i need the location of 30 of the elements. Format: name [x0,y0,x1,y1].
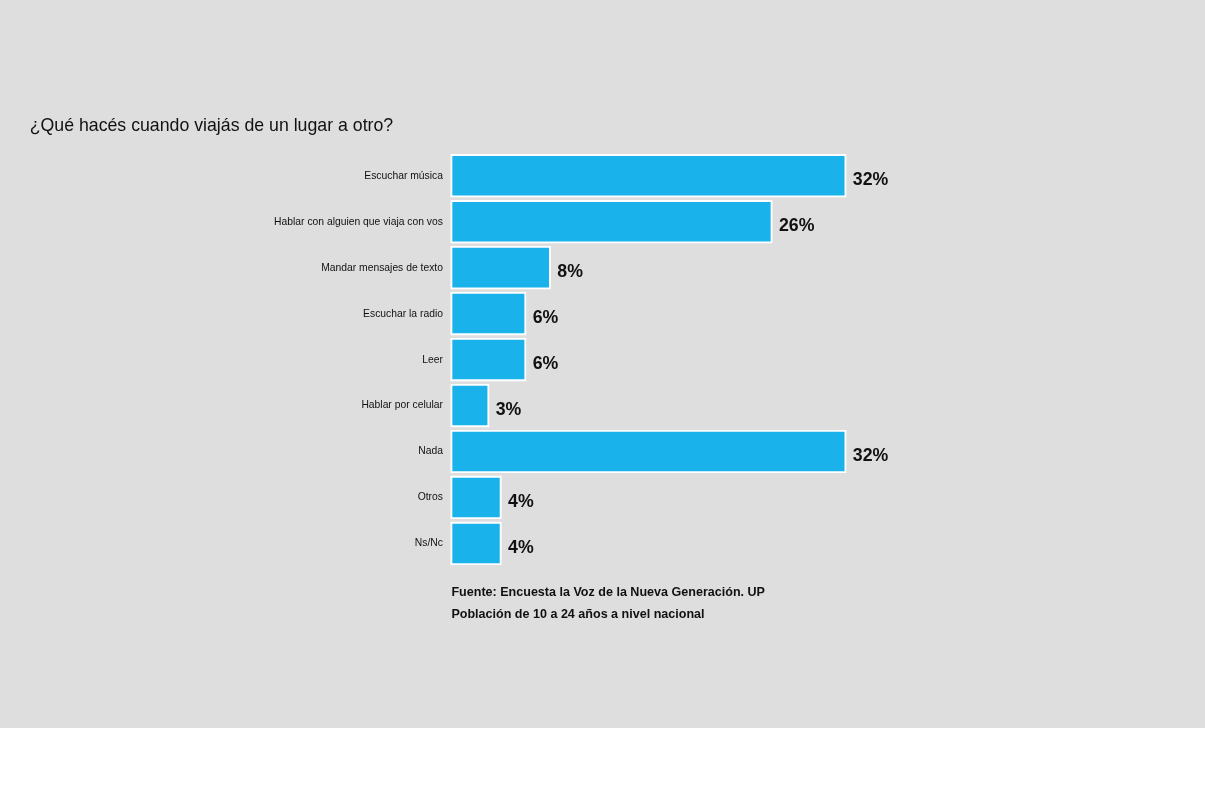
bar [450,291,527,336]
y-tick-label: Nada [418,445,444,457]
bar [450,154,847,198]
y-tick-label: Mandar mensajes de texto [321,261,444,273]
data-label: 8% [557,261,584,282]
data-label: 4% [508,537,534,558]
data-label: 4% [508,491,534,512]
bar [450,337,527,382]
data-label: 6% [532,353,559,374]
data-label: 26% [778,215,815,236]
text: ¿Qué hacés cuando viajás de un lugar a otro? [29,115,394,136]
y-tick-label: Ns/Nc [414,537,443,549]
text: Población de 10 a 24 años a nivel nacional [451,607,705,622]
bar [450,521,502,566]
y-tick-label: Escuchar la radio [363,307,444,319]
y-tick-label: Escuchar música [364,169,444,181]
data-label: 32% [852,445,889,466]
y-tick-label: Leer [422,353,444,365]
y-tick-label: Otros [417,491,443,503]
bar [450,246,551,290]
bar [450,383,490,428]
bar [450,200,773,244]
data-label: 32% [852,169,889,190]
bar [450,429,847,474]
y-tick-label: Hablar por celular [361,399,444,411]
source-note: Fuente: Encuesta la Voz de la Nueva Generación. UP [451,584,765,599]
y-tick-label: Hablar con alguien que viaja con vos [274,215,443,227]
data-label: 6% [532,307,559,328]
bar [450,475,502,520]
data-label: 3% [495,399,522,420]
